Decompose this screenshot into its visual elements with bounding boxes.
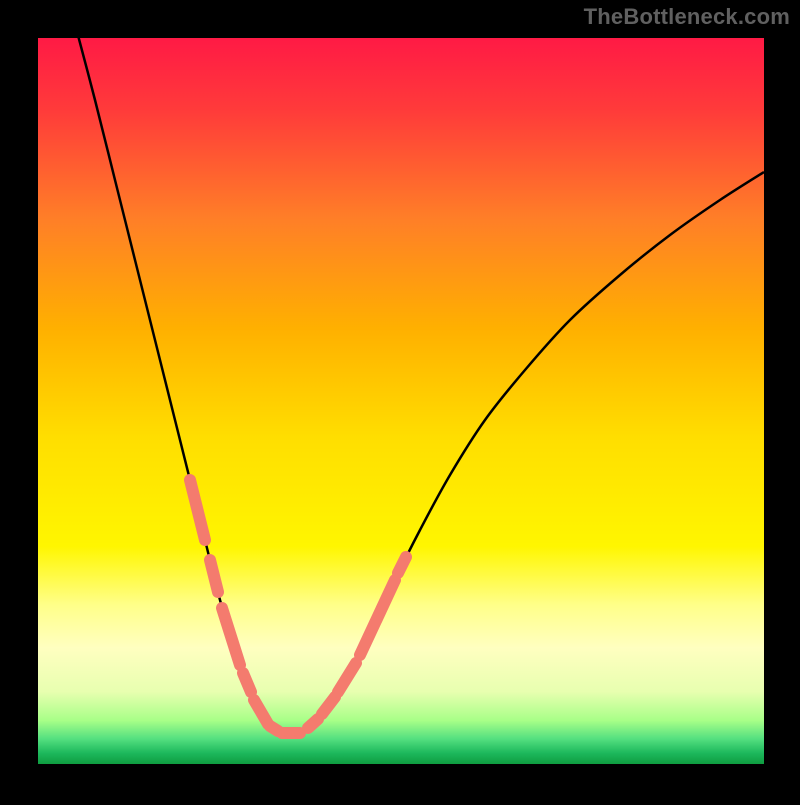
bottleneck-chart: TheBottleneck.com [0, 0, 800, 800]
watermark-text: TheBottleneck.com [584, 4, 790, 30]
plot-gradient [38, 38, 764, 764]
chart-canvas [0, 0, 800, 800]
